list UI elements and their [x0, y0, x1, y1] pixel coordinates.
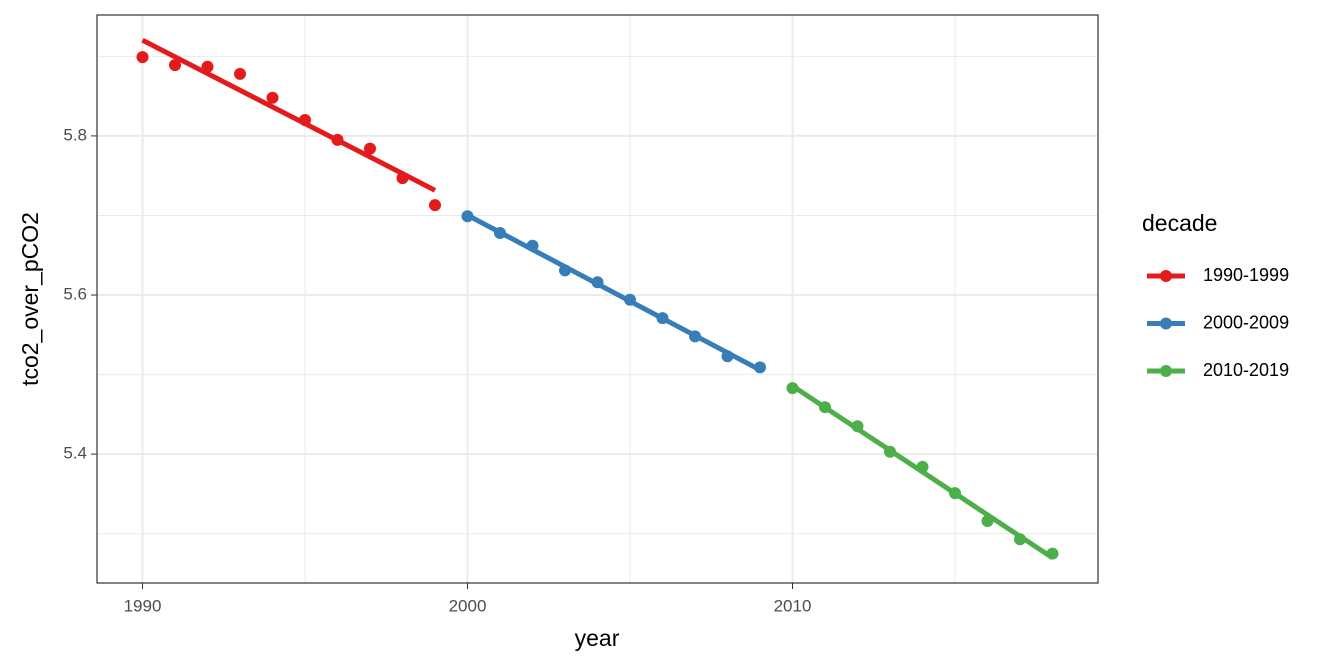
point — [916, 460, 929, 473]
point — [819, 401, 831, 414]
legend-label: 1990-1999 — [1203, 265, 1289, 285]
legend-title: decade — [1142, 210, 1217, 236]
point — [299, 114, 311, 127]
point — [169, 59, 181, 72]
point — [494, 226, 506, 239]
x-axis-title: year — [575, 625, 620, 651]
legend-dot — [1160, 270, 1172, 282]
trend-line — [141, 37, 437, 193]
x-tick-label: 2010 — [774, 596, 812, 615]
legend-dot — [1160, 317, 1172, 330]
point — [559, 264, 571, 277]
point — [1046, 547, 1059, 560]
point — [461, 210, 474, 223]
legend-label: 2000-2009 — [1203, 312, 1289, 332]
plot-background — [97, 15, 1098, 583]
y-axis-title: tco2_over_pCO2 — [17, 212, 43, 386]
point — [234, 67, 246, 80]
point — [429, 199, 441, 212]
point — [851, 420, 864, 433]
point — [981, 514, 994, 527]
point — [201, 60, 214, 73]
point — [136, 51, 149, 64]
y-tick-label: 5.8 — [63, 125, 87, 144]
y-tick-label: 5.6 — [63, 285, 87, 304]
point — [526, 239, 539, 252]
point — [786, 382, 799, 395]
point — [266, 91, 279, 104]
y-tick-label: 5.4 — [63, 444, 87, 463]
point — [624, 293, 636, 306]
point — [656, 312, 669, 325]
point — [884, 445, 896, 458]
point — [754, 361, 766, 374]
point — [591, 276, 604, 289]
point — [1014, 533, 1026, 546]
point — [364, 142, 376, 155]
x-tick-label: 2000 — [449, 596, 487, 615]
legend-label: 2010-2019 — [1203, 360, 1289, 380]
point — [331, 133, 344, 146]
legend-dot — [1160, 365, 1172, 377]
point — [396, 172, 409, 185]
trend-line — [466, 212, 762, 373]
point — [721, 350, 734, 363]
point — [689, 330, 701, 343]
x-tick-label: 1990 — [124, 596, 162, 615]
plot-border — [96, 14, 1099, 584]
point — [949, 487, 961, 500]
